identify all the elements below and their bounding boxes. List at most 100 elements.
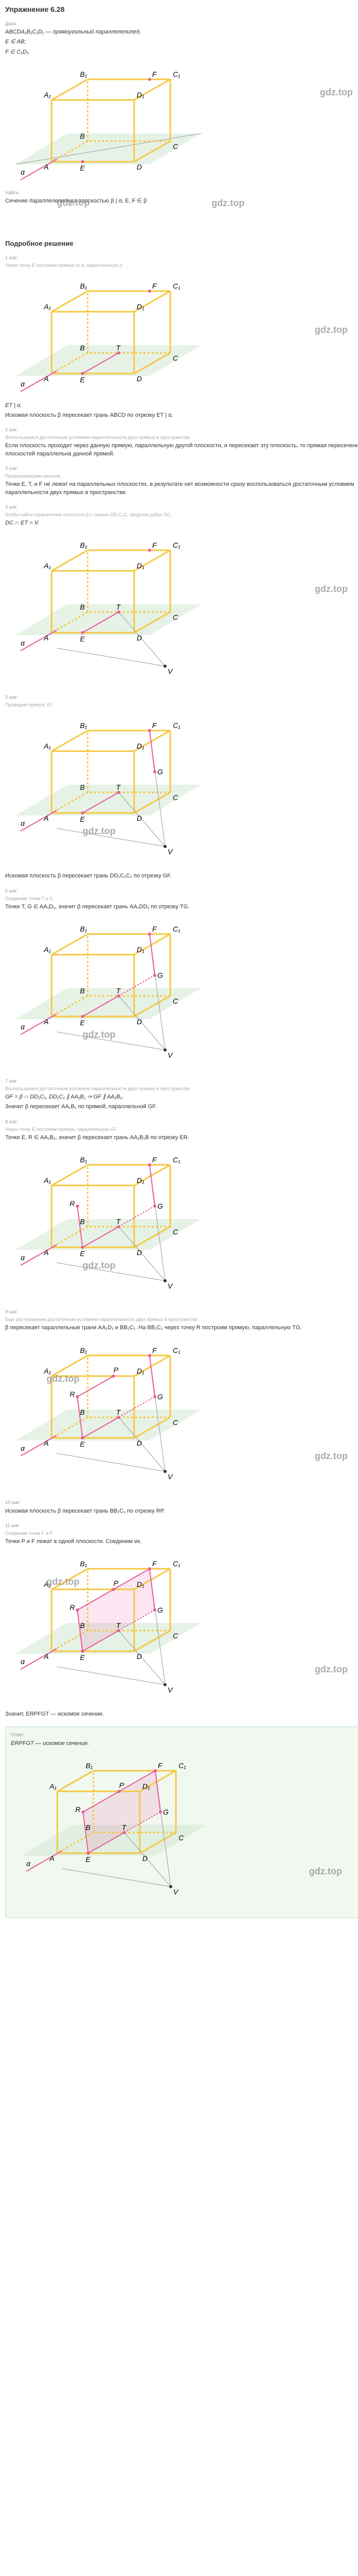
svg-text:D₁: D₁ — [137, 91, 144, 99]
svg-text:C: C — [173, 142, 178, 150]
svg-text:A₁: A₁ — [43, 302, 51, 311]
diagram-7: A D C B A₁ D₁ C₁ B₁ E T F G R P V α gdz.… — [5, 1337, 358, 1492]
step7-res2: Значит β пересекает AA₁B₁ по прямой, пар… — [5, 1103, 358, 1111]
svg-text:T: T — [116, 1217, 121, 1226]
watermark: gdz.top — [83, 826, 116, 837]
given-2: E ∈ AB; — [5, 38, 358, 46]
step8-res: Точки E, R ∈ AA₁B₁, значит β пересекает … — [5, 1134, 358, 1142]
svg-text:B₁: B₁ — [80, 282, 87, 290]
svg-text:B: B — [80, 987, 85, 995]
step11-label: 11 шаг — [5, 1523, 358, 1528]
svg-text:D: D — [142, 1854, 148, 1862]
step9-text: Еще раз применим достаточным условием па… — [5, 1317, 358, 1322]
step4-label: 4 шаг — [5, 504, 358, 510]
svg-text:V: V — [168, 667, 173, 675]
svg-text:E: E — [80, 815, 85, 823]
svg-text:E: E — [80, 164, 85, 172]
svg-text:B: B — [86, 1823, 90, 1832]
svg-text:C: C — [173, 1228, 178, 1236]
svg-text:G: G — [157, 1606, 163, 1614]
svg-text:E: E — [80, 1440, 85, 1448]
svg-text:α: α — [21, 380, 25, 388]
step11-text: Соединим точки F и P. — [5, 1531, 358, 1536]
diagram-3: A D C B A₁ D₁ C₁ B₁ E T F V α gdz.top — [5, 532, 358, 687]
detailed-header: Подробное решение — [5, 240, 358, 247]
svg-text:C₁: C₁ — [173, 1346, 181, 1354]
svg-text:T: T — [116, 603, 121, 611]
watermark: gdz.top — [315, 325, 348, 335]
svg-text:D: D — [137, 1018, 142, 1026]
svg-text:V: V — [168, 1686, 173, 1694]
svg-text:D₁: D₁ — [137, 302, 144, 311]
svg-text:C: C — [173, 1632, 178, 1640]
given-label: Дано: — [5, 21, 358, 26]
svg-text:α: α — [21, 819, 25, 827]
svg-text:D: D — [137, 1652, 142, 1660]
diagram-6: A D C B A₁ D₁ C₁ B₁ E T F G R V α gdz.to… — [5, 1147, 358, 1301]
svg-text:C₁: C₁ — [173, 541, 181, 549]
svg-text:G: G — [157, 1393, 163, 1401]
svg-text:D₁: D₁ — [137, 1176, 144, 1184]
svg-text:B₁: B₁ — [80, 1560, 87, 1568]
step4-text: Чтобы найти пересечение плоскости β с гр… — [5, 512, 358, 517]
svg-text:α: α — [21, 1023, 25, 1031]
svg-text:F: F — [152, 282, 157, 290]
diagram-final: A D C B A₁ D₁ C₁ B₁ E T F G R P V α gdz.… — [11, 1753, 357, 1907]
svg-text:F: F — [152, 70, 157, 78]
watermark: gdz.top — [320, 87, 353, 98]
svg-text:T: T — [116, 783, 121, 791]
svg-text:B₁: B₁ — [80, 1346, 87, 1354]
svg-text:V: V — [168, 1051, 173, 1059]
svg-text:α: α — [21, 168, 25, 176]
svg-text:B₁: B₁ — [86, 1761, 93, 1770]
svg-text:D: D — [137, 634, 142, 642]
watermark: gdz.top — [83, 1260, 116, 1271]
svg-text:V: V — [168, 1472, 173, 1481]
svg-text:D₁: D₁ — [137, 742, 144, 750]
svg-text:E: E — [80, 1249, 85, 1258]
svg-text:α: α — [21, 1253, 25, 1262]
svg-text:C: C — [173, 613, 178, 621]
svg-text:D: D — [137, 1439, 142, 1447]
svg-text:F: F — [152, 541, 157, 549]
svg-text:A₁: A₁ — [43, 945, 51, 954]
svg-text:A: A — [49, 1854, 54, 1862]
answer-label: Ответ: — [11, 1732, 357, 1737]
svg-text:B₁: B₁ — [80, 925, 87, 933]
svg-text:D₁: D₁ — [142, 1782, 150, 1790]
watermark: gdz.top — [315, 1664, 348, 1675]
answer-box: Ответ: ERPFGT — искомое сечение. A D C B… — [5, 1726, 358, 1918]
svg-text:B: B — [80, 1408, 85, 1416]
watermark: gdz.top — [315, 1451, 348, 1462]
svg-text:A: A — [43, 375, 48, 383]
svg-text:B₁: B₁ — [80, 1156, 87, 1164]
svg-text:G: G — [157, 768, 163, 776]
step6-res: Точки T, G ∈ AA₁D₁, значит β пересекает … — [5, 903, 358, 911]
step11-res1: Точки P и F лежат в одной плоскости. Сое… — [5, 1538, 358, 1546]
svg-text:C: C — [173, 997, 178, 1005]
step2-label: 2 шаг — [5, 427, 358, 432]
svg-text:E: E — [80, 1019, 85, 1027]
step4-res: DC ∩ ET = V. — [5, 519, 358, 527]
exercise-title: Упражнение 6.28 — [5, 5, 358, 13]
step7-res1: GF = β ∩ DD₁C₁, DD₁C₁ ∥ AA₁B₁ ⇒ GF ∥ AA₁… — [5, 1093, 358, 1101]
diagram-2: A D C B A₁ D₁ C₁ B₁ E T F α gdz.top — [5, 273, 358, 397]
svg-text:A₁: A₁ — [49, 1782, 57, 1790]
diagram-4: A D C B A₁ D₁ C₁ B₁ E T F G V α gdz.top — [5, 713, 358, 867]
svg-text:B: B — [80, 1621, 85, 1630]
svg-text:E: E — [80, 1653, 85, 1662]
svg-text:T: T — [116, 344, 121, 352]
step7-label: 7 шаг — [5, 1078, 358, 1083]
svg-text:G: G — [157, 1202, 163, 1210]
svg-text:D₁: D₁ — [137, 1580, 144, 1588]
svg-text:V: V — [168, 1282, 173, 1290]
watermark: gdz.top — [315, 584, 348, 595]
step1-res2: Искомая плоскость β пересекает грань ABC… — [5, 412, 358, 419]
svg-text:B: B — [80, 344, 85, 352]
svg-text:R: R — [70, 1390, 75, 1398]
svg-text:R: R — [75, 1805, 80, 1814]
find-label: Найти: — [5, 190, 358, 195]
step1-text: Через точку E построим прямую m α, парал… — [5, 263, 358, 268]
watermark: gdz.top — [83, 1029, 116, 1040]
svg-text:D₁: D₁ — [137, 562, 144, 570]
